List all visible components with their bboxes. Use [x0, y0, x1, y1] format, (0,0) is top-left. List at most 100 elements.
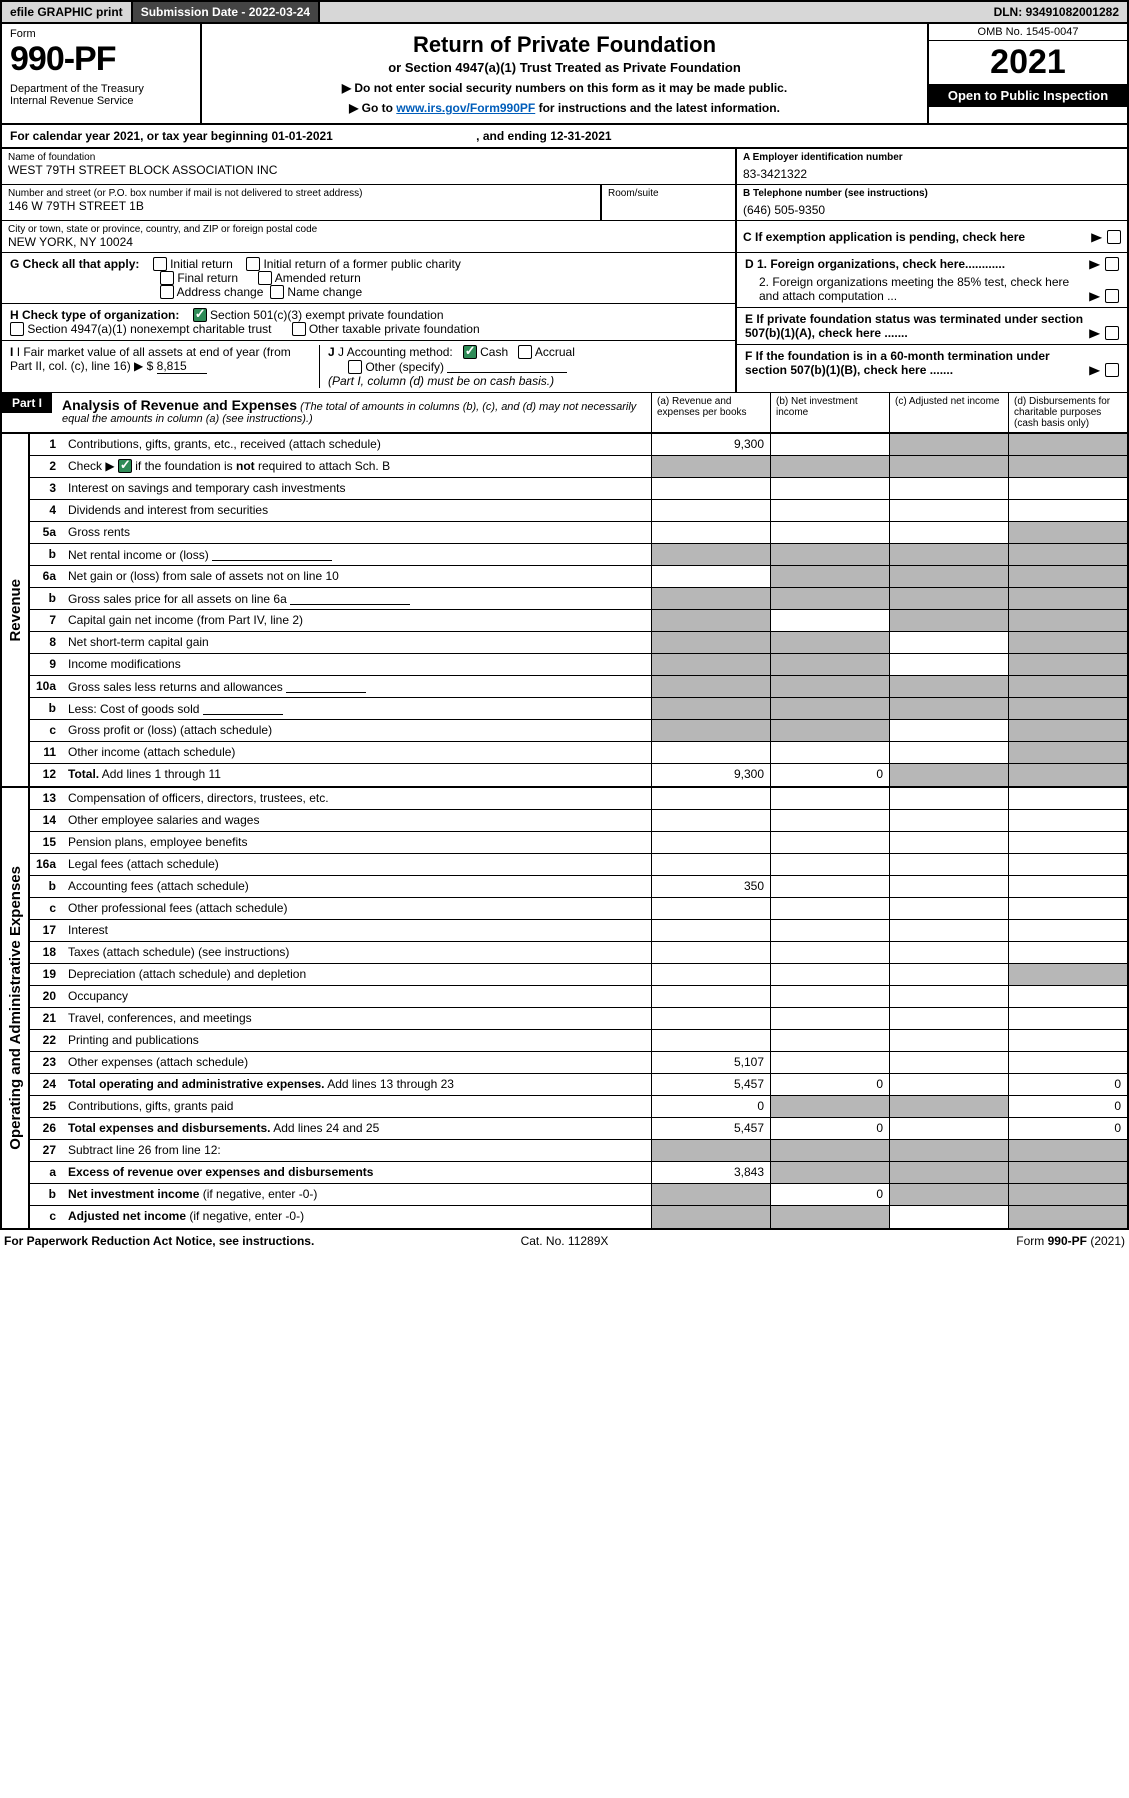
line-desc: Subtract line 26 from line 12: [64, 1140, 651, 1161]
col-b-hdr: (b) Net investment income [770, 393, 889, 432]
line-number: 12 [30, 764, 64, 786]
topbar-spacer [320, 2, 985, 22]
line-desc: Other income (attach schedule) [64, 742, 651, 763]
c-checkbox[interactable] [1107, 230, 1121, 244]
line-desc: Dividends and interest from securities [64, 500, 651, 521]
inline-input[interactable] [286, 679, 366, 693]
col-d: 0 [1008, 1074, 1127, 1095]
d1-checkbox[interactable] [1105, 257, 1119, 271]
line-number: c [30, 898, 64, 919]
col-a [651, 942, 770, 963]
line-number: 18 [30, 942, 64, 963]
line-4: 4Dividends and interest from securities [30, 500, 1127, 522]
i-section: I I Fair market value of all assets at e… [10, 345, 320, 388]
line-desc: Other employee salaries and wages [64, 810, 651, 831]
col-a [651, 964, 770, 985]
col-c [889, 788, 1008, 809]
col-a [651, 898, 770, 919]
line-a: aExcess of revenue over expenses and dis… [30, 1162, 1127, 1184]
col-d [1008, 698, 1127, 719]
line-number: 25 [30, 1096, 64, 1117]
j-cash-checkbox[interactable] [463, 345, 477, 359]
line-desc: Depreciation (attach schedule) and deple… [64, 964, 651, 985]
h-other-checkbox[interactable] [292, 322, 306, 336]
part-label: Part I [2, 393, 52, 413]
inline-input[interactable] [290, 591, 410, 605]
inline-input[interactable] [203, 701, 283, 715]
line-desc: Less: Cost of goods sold [64, 698, 651, 719]
line-desc: Capital gain net income (from Part IV, l… [64, 610, 651, 631]
tax-year: 2021 [929, 41, 1127, 84]
line-3: 3Interest on savings and temporary cash … [30, 478, 1127, 500]
j-other-input[interactable] [447, 359, 567, 373]
line-13: 13Compensation of officers, directors, t… [30, 788, 1127, 810]
d2-checkbox[interactable] [1105, 289, 1119, 303]
col-a: 9,300 [651, 764, 770, 786]
line-5a: 5aGross rents [30, 522, 1127, 544]
line-16a: 16aLegal fees (attach schedule) [30, 854, 1127, 876]
form-id-block: Form 990-PF Department of the Treasury I… [2, 24, 202, 123]
line-number: 2 [30, 456, 64, 477]
line-2: 2Check ▶ if the foundation is not requir… [30, 456, 1127, 478]
col-c [889, 566, 1008, 587]
arrow-icon: ▶ [1089, 326, 1100, 340]
col-c [889, 676, 1008, 697]
form-word: Form [10, 28, 192, 40]
h-section: H Check type of organization: Section 50… [2, 304, 735, 341]
col-d [1008, 1140, 1127, 1161]
col-d [1008, 1206, 1127, 1228]
irs-link[interactable]: www.irs.gov/Form990PF [396, 101, 535, 115]
line-10a: 10aGross sales less returns and allowanc… [30, 676, 1127, 698]
c-cell: C If exemption application is pending, c… [737, 221, 1127, 252]
g-initial-checkbox[interactable] [153, 257, 167, 271]
col-a [651, 566, 770, 587]
j-other-checkbox[interactable] [348, 360, 362, 374]
g-amended-checkbox[interactable] [258, 271, 272, 285]
col-b [770, 720, 889, 741]
col-c [889, 920, 1008, 941]
col-d [1008, 522, 1127, 543]
inline-input[interactable] [212, 547, 332, 561]
col-a [651, 478, 770, 499]
col-c [889, 522, 1008, 543]
col-b [770, 1052, 889, 1073]
line-number: 1 [30, 434, 64, 455]
line-number: 3 [30, 478, 64, 499]
g-final-checkbox[interactable] [160, 271, 174, 285]
col-b [770, 522, 889, 543]
col-a [651, 742, 770, 763]
col-c [889, 1118, 1008, 1139]
line-number: c [30, 720, 64, 741]
g-name-checkbox[interactable] [270, 285, 284, 299]
e-checkbox[interactable] [1105, 326, 1119, 340]
h-4947-checkbox[interactable] [10, 322, 24, 336]
col-a [651, 788, 770, 809]
g-address-checkbox[interactable] [160, 285, 174, 299]
col-d [1008, 898, 1127, 919]
f-checkbox[interactable] [1105, 363, 1119, 377]
line-desc: Other expenses (attach schedule) [64, 1052, 651, 1073]
g-section: G Check all that apply: Initial return I… [2, 253, 735, 304]
col-a [651, 986, 770, 1007]
col-b [770, 1030, 889, 1051]
line-b: bNet rental income or (loss) [30, 544, 1127, 566]
col-a [651, 654, 770, 675]
open-inspection: Open to Public Inspection [929, 84, 1127, 107]
col-d [1008, 788, 1127, 809]
col-b [770, 964, 889, 985]
fmv-value: 8,815 [157, 359, 207, 374]
col-b [770, 986, 889, 1007]
line-desc: Contributions, gifts, grants paid [64, 1096, 651, 1117]
col-a [651, 854, 770, 875]
h-501c3-checkbox[interactable] [193, 308, 207, 322]
efile-label[interactable]: efile GRAPHIC print [2, 2, 133, 22]
g-d-block: G Check all that apply: Initial return I… [0, 253, 1129, 393]
j-accrual-checkbox[interactable] [518, 345, 532, 359]
col-d [1008, 434, 1127, 455]
line-desc: Income modifications [64, 654, 651, 675]
foundation-name: WEST 79TH STREET BLOCK ASSOCIATION INC [8, 163, 729, 177]
col-b [770, 1096, 889, 1117]
schb-checkbox[interactable] [118, 459, 132, 473]
g-initialformer-checkbox[interactable] [246, 257, 260, 271]
form-subtitle: or Section 4947(a)(1) Trust Treated as P… [210, 60, 919, 75]
